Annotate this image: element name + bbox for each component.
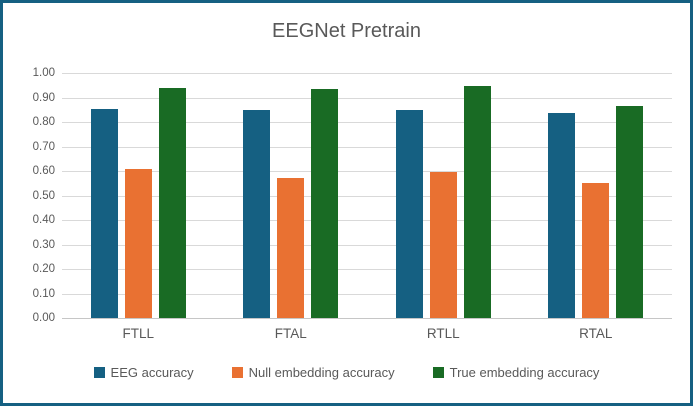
gridline <box>62 146 672 148</box>
gridline <box>62 293 672 295</box>
gridline <box>62 97 672 99</box>
y-tick-label: 0.00 <box>32 312 55 324</box>
y-tick-label: 0.20 <box>32 263 55 275</box>
gridline <box>62 122 672 123</box>
gridline <box>62 269 672 270</box>
bar-group <box>520 73 673 318</box>
bar <box>582 183 610 318</box>
gridline <box>62 171 672 172</box>
bar <box>90 109 118 318</box>
y-tick-label: 0.80 <box>32 116 55 128</box>
gridline <box>62 73 672 74</box>
legend-swatch <box>93 367 105 378</box>
y-tick-label: 0.50 <box>32 189 55 202</box>
gridline <box>62 244 672 246</box>
chart-title: EEGNet Pretrain <box>272 20 421 42</box>
legend-item: Null embedding accuracy <box>231 365 395 380</box>
y-tick-label: 0.40 <box>32 214 55 226</box>
bar <box>616 106 644 318</box>
bar <box>243 110 271 318</box>
y-tick-label: 0.10 <box>32 287 55 300</box>
bar-group <box>215 73 368 318</box>
plot-area: 0.00 0.10 0.20 0.30 0.40 0.50 0.60 0.70 0.80 0.90… <box>33 67 673 341</box>
bar-group <box>62 73 215 318</box>
x-category-label: RTAL <box>579 326 613 341</box>
bar <box>311 89 339 318</box>
y-tick-label: 0.90 <box>32 91 55 104</box>
legend-swatch <box>432 367 444 378</box>
y-tick-label: 1.00 <box>32 67 55 79</box>
x-category-label: RTLL <box>426 326 460 341</box>
bar <box>124 169 152 318</box>
legend-item: True embedding accuracy <box>432 365 600 380</box>
bar <box>277 178 305 318</box>
bar-group <box>367 73 520 318</box>
gridline <box>62 195 672 197</box>
x-category-label: FTAL <box>274 326 307 341</box>
bar <box>429 172 457 318</box>
y-tick-label: 0.30 <box>32 238 55 251</box>
y-tick-label: 0.60 <box>32 165 55 177</box>
legend-label: Null embedding accuracy <box>248 365 395 380</box>
legend-swatch <box>231 367 243 378</box>
bar <box>395 110 423 318</box>
x-category-label: FTLL <box>122 326 154 341</box>
legend: EEG accuracy Null embedding accuracy True … <box>3 365 690 380</box>
legend-label: True embedding accuracy <box>449 365 600 380</box>
bar <box>548 113 576 318</box>
legend-item: EEG accuracy <box>93 365 194 380</box>
x-axis-line <box>62 318 672 319</box>
bar <box>463 86 491 318</box>
bar <box>158 88 186 318</box>
y-tick-label: 0.70 <box>32 140 55 153</box>
gridline <box>62 220 672 221</box>
legend-label: EEG accuracy <box>110 365 194 380</box>
